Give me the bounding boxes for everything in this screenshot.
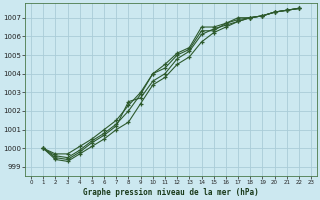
- X-axis label: Graphe pression niveau de la mer (hPa): Graphe pression niveau de la mer (hPa): [83, 188, 259, 197]
